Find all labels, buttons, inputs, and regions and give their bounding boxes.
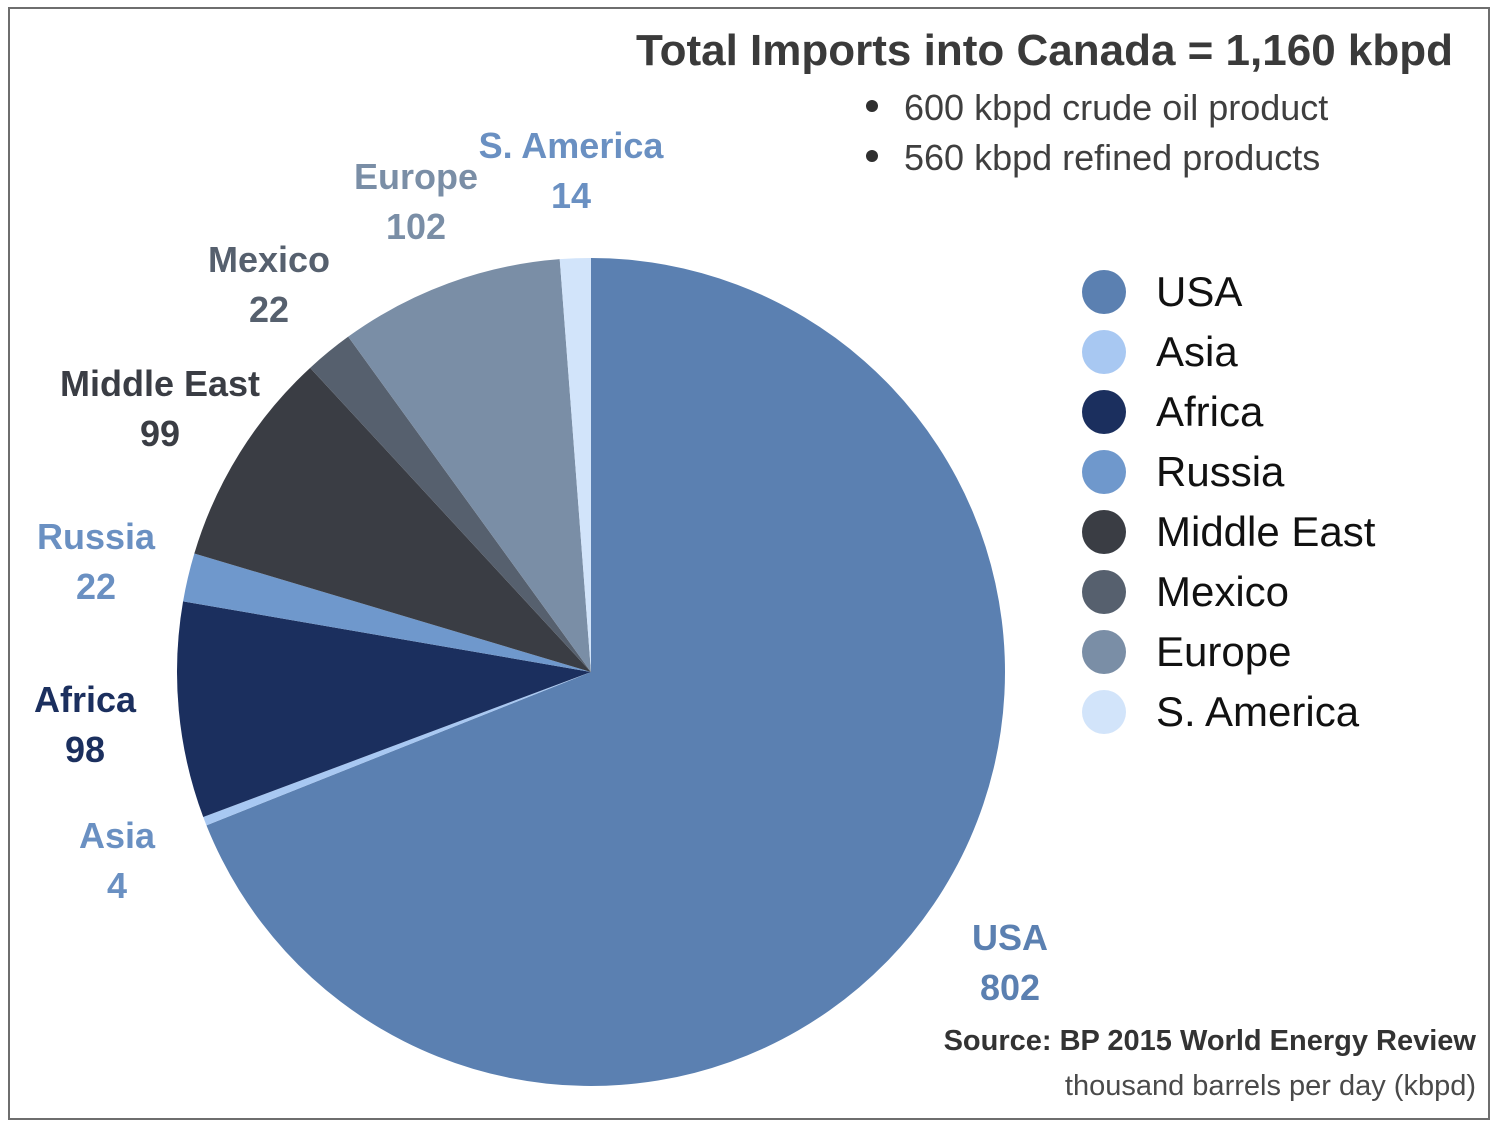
bullet-dot-icon xyxy=(866,150,878,163)
chart-title: Total Imports into Canada = 1,160 kbpd xyxy=(635,26,1453,75)
pie-labels: USA 802 Asia 4 Africa 98 Russia 22 Middle East 99… xyxy=(34,125,1048,1008)
legend-swatch-asia xyxy=(1082,330,1126,374)
legend-item-middle-east: Middle East xyxy=(1082,502,1375,562)
legend-label-africa: Africa xyxy=(1156,388,1264,435)
data-label-name-mexico: Mexico xyxy=(208,239,330,280)
data-label-value-usa: 802 xyxy=(980,967,1040,1008)
unit-note: thousand barrels per day (kbpd) xyxy=(1064,1070,1476,1102)
data-label-name-asia: Asia xyxy=(79,815,156,856)
data-label-value-asia: 4 xyxy=(107,865,127,906)
legend-swatch-usa xyxy=(1082,270,1126,314)
legend-item-asia: Asia xyxy=(1082,322,1375,382)
data-label-name-africa: Africa xyxy=(34,679,137,720)
legend-swatch-mexico xyxy=(1082,570,1126,614)
pie-slices xyxy=(176,258,1005,1086)
chart-legend: USA Asia Africa Russia Middle East Mexico Euro… xyxy=(1082,262,1375,742)
legend-label-usa: USA xyxy=(1156,268,1243,315)
data-label-name-middle-east: Middle East xyxy=(60,363,260,404)
legend-swatch-europe xyxy=(1082,630,1126,674)
legend-item-s-america: S. America xyxy=(1082,682,1375,742)
bullet-refined-text: 560 kbpd refined products xyxy=(904,137,1321,178)
legend-item-usa: USA xyxy=(1082,262,1375,322)
legend-item-russia: Russia xyxy=(1082,442,1375,502)
legend-swatch-s-america xyxy=(1082,690,1126,734)
legend-label-russia: Russia xyxy=(1156,448,1285,495)
legend-label-s-america: S. America xyxy=(1156,688,1360,735)
slice-mexico xyxy=(310,336,591,672)
legend-item-europe: Europe xyxy=(1082,622,1375,682)
legend-item-mexico: Mexico xyxy=(1082,562,1375,622)
bullet-refined: 560 kbpd refined products xyxy=(866,136,1328,186)
data-label-name-usa: USA xyxy=(972,917,1048,958)
slice-asia xyxy=(203,672,591,826)
source-note: Source: BP 2015 World Energy Review xyxy=(943,1025,1476,1057)
legend-label-mexico: Mexico xyxy=(1156,568,1290,615)
slice-middle-east xyxy=(194,367,591,672)
legend-label-asia: Asia xyxy=(1156,328,1238,375)
legend-swatch-russia xyxy=(1082,450,1126,494)
data-label-value-s-america: 14 xyxy=(551,175,591,216)
data-label-value-russia: 22 xyxy=(76,566,116,607)
bullet-dot-icon xyxy=(866,100,878,113)
legend-label-middle-east: Middle East xyxy=(1156,508,1376,555)
data-label-name-s-america: S. America xyxy=(479,125,665,166)
bullet-crude-text: 600 kbpd crude oil product xyxy=(904,87,1329,128)
slice-europe xyxy=(348,259,591,672)
legend-swatch-africa xyxy=(1082,390,1126,434)
data-label-value-mexico: 22 xyxy=(249,289,289,330)
legend-item-africa: Africa xyxy=(1082,382,1375,442)
data-label-value-middle-east: 99 xyxy=(140,413,180,454)
data-label-value-europe: 102 xyxy=(386,206,446,247)
data-label-name-russia: Russia xyxy=(37,516,156,557)
slice-africa xyxy=(176,601,591,818)
summary-bullets: 600 kbpd crude oil product 560 kbpd refi… xyxy=(866,86,1328,186)
data-label-name-europe: Europe xyxy=(354,156,478,197)
legend-swatch-middle-east xyxy=(1082,510,1126,554)
slice-russia xyxy=(183,553,591,672)
legend-label-europe: Europe xyxy=(1156,628,1292,675)
data-label-value-africa: 98 xyxy=(65,729,105,770)
slice-usa xyxy=(206,258,1005,1086)
slice-s-america xyxy=(559,258,591,672)
bullet-crude: 600 kbpd crude oil product xyxy=(866,86,1328,136)
